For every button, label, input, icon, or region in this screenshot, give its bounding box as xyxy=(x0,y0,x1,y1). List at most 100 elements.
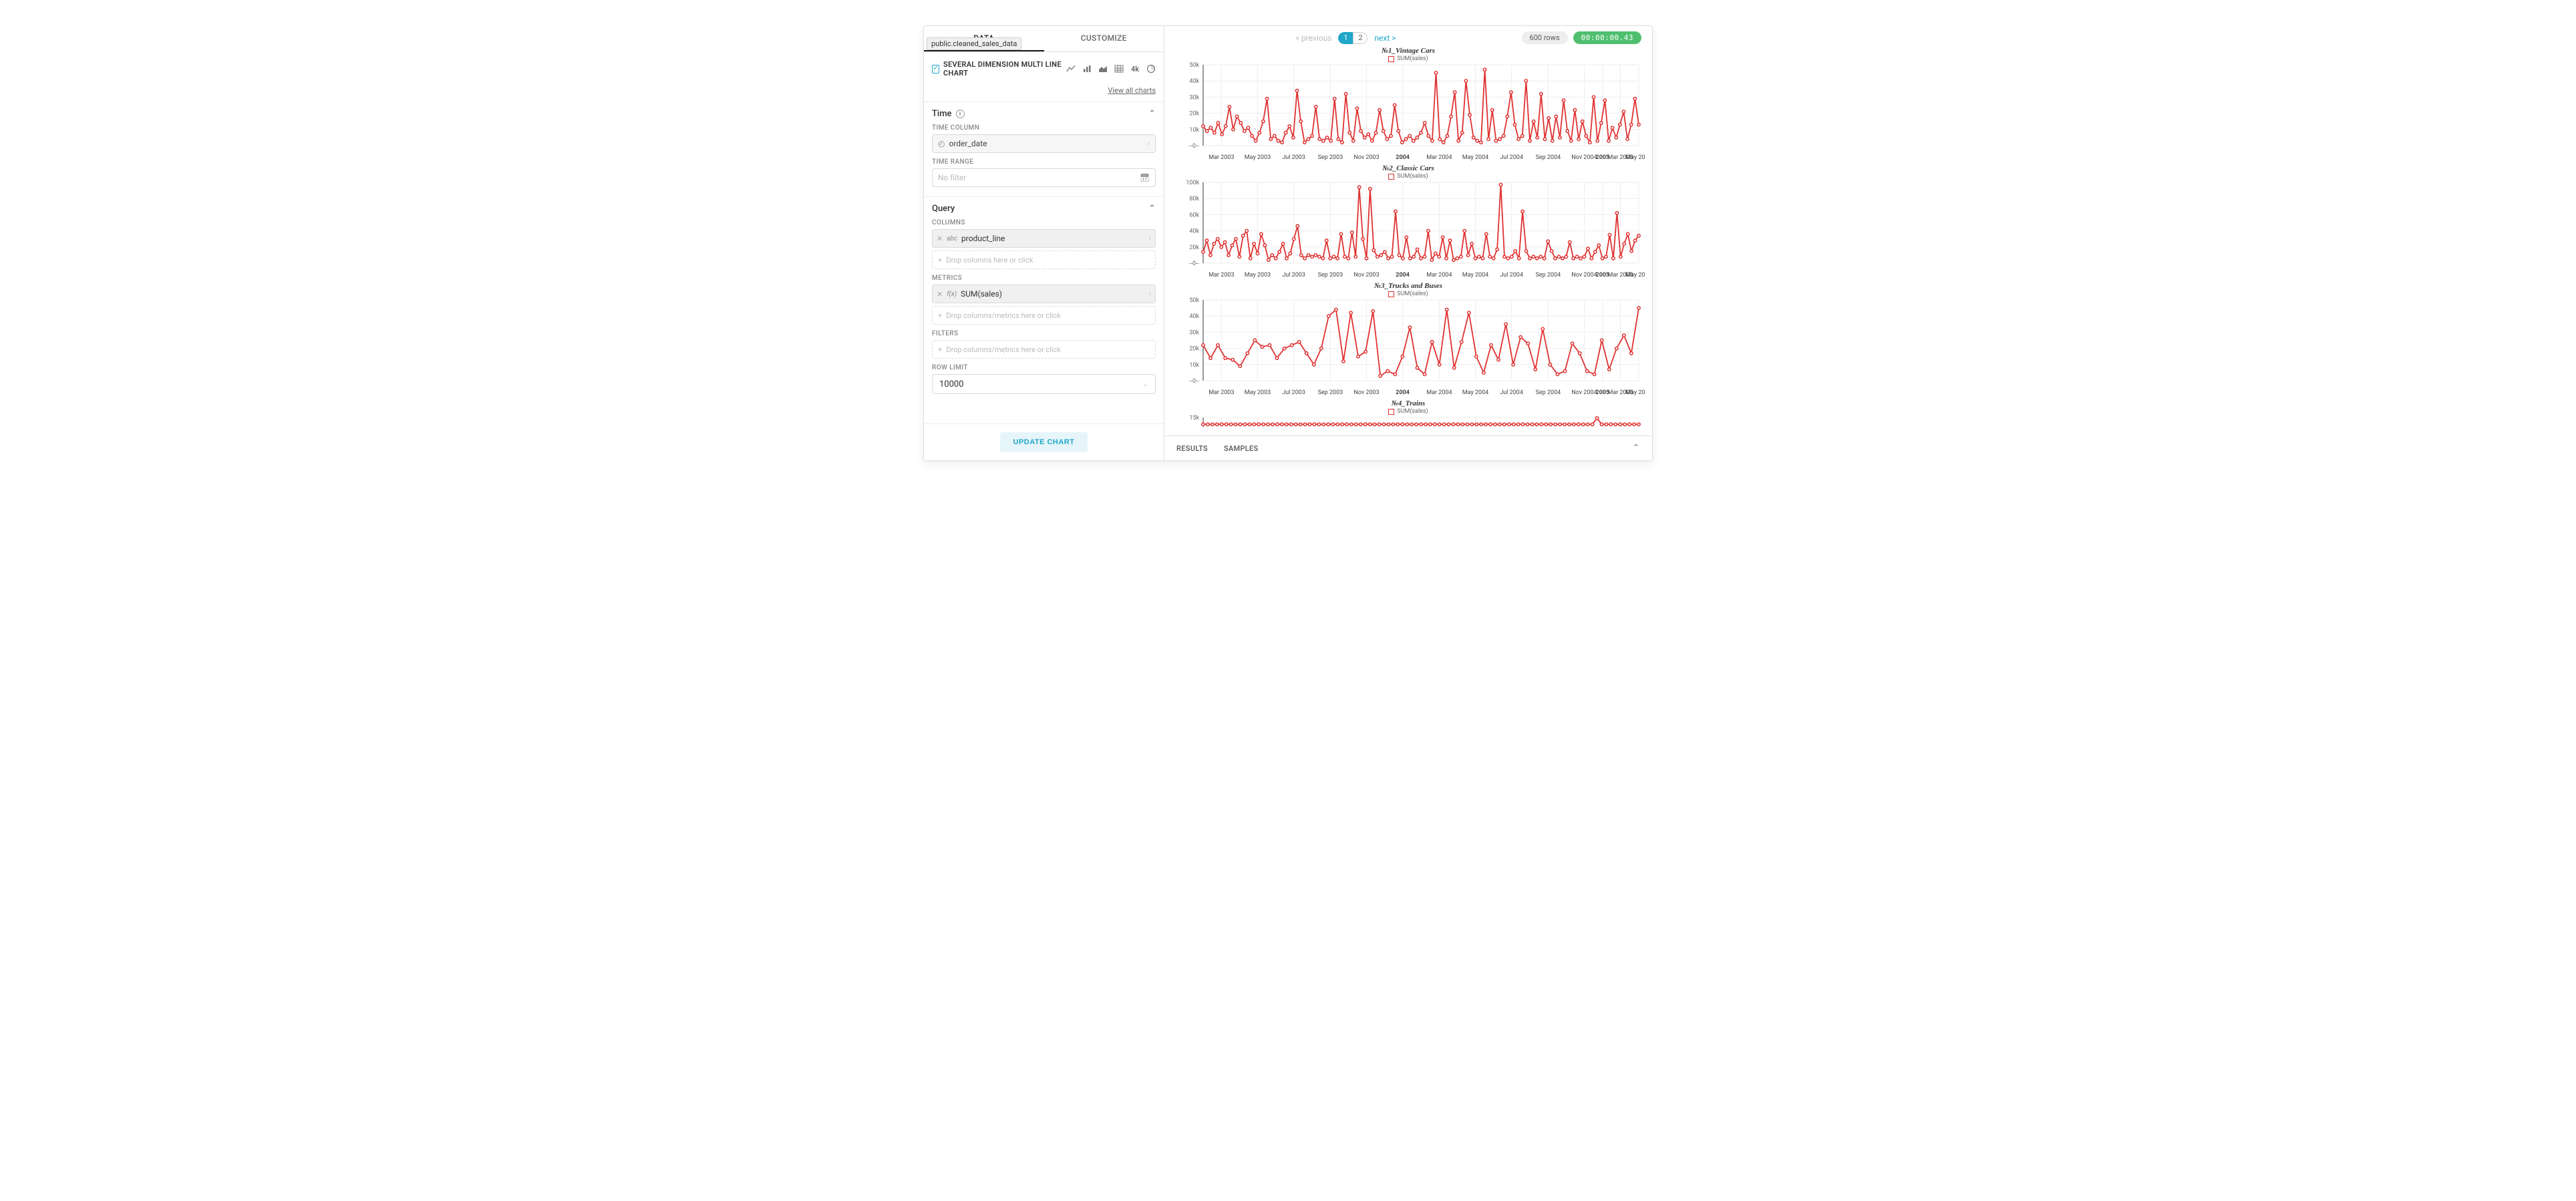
svg-text:60k: 60k xyxy=(1189,212,1199,218)
svg-text:40k: 40k xyxy=(1189,228,1199,235)
svg-text:Mar 2003: Mar 2003 xyxy=(1209,389,1234,396)
metrics-drop-text: Drop columns/metrics here or click xyxy=(946,311,1061,320)
columns-dropzone[interactable]: + Drop columns here or click xyxy=(932,250,1156,269)
svg-text:Mar 2004: Mar 2004 xyxy=(1426,272,1452,279)
svg-text:Nov 2003: Nov 2003 xyxy=(1353,154,1379,161)
svg-text:May 2005: May 2005 xyxy=(1625,272,1645,279)
svg-text:Nov 2003: Nov 2003 xyxy=(1353,272,1379,279)
row-limit-select[interactable]: 10000 ⌄ xyxy=(932,374,1156,394)
svg-text:10k: 10k xyxy=(1189,362,1199,369)
remove-icon[interactable]: ✕ xyxy=(937,234,943,243)
filters-dropzone[interactable]: + Drop columns/metrics here or click xyxy=(932,340,1156,359)
line-chart-svg: 50k40k30k20k10k--0--Mar 2003May 2003Jul … xyxy=(1171,297,1645,399)
legend-label: SUM(sales) xyxy=(1397,55,1428,62)
columns-drop-text: Drop columns here or click xyxy=(946,256,1033,265)
legend-marker-icon xyxy=(1388,291,1394,297)
filters-label: FILTERS xyxy=(932,330,1156,337)
svg-text:10k: 10k xyxy=(1189,127,1199,134)
column-pill[interactable]: ✕ abc product_line › xyxy=(932,229,1156,248)
chart-panel-title: №4_Trains xyxy=(1171,399,1645,407)
section-time-title: Time xyxy=(932,109,952,119)
column-value: product_line xyxy=(961,234,1005,243)
svg-text:50k: 50k xyxy=(1189,297,1199,304)
svg-text:Mar 2003: Mar 2003 xyxy=(1209,154,1234,161)
row-count-badge: 600 rows xyxy=(1522,31,1568,44)
samples-tab[interactable]: SAMPLES xyxy=(1224,444,1259,453)
chart-panel: №2_Classic CarsSUM(sales)100k80k60k40k20… xyxy=(1171,164,1645,282)
big-number-icon[interactable]: 4k xyxy=(1130,64,1140,73)
chevron-up-icon[interactable]: ⌃ xyxy=(1148,204,1156,214)
update-chart-button[interactable]: UPDATE CHART xyxy=(1000,432,1088,452)
info-icon[interactable]: i xyxy=(956,110,965,118)
plus-icon: + xyxy=(938,345,942,354)
svg-text:May 2005: May 2005 xyxy=(1625,389,1645,396)
remove-icon[interactable]: ✕ xyxy=(937,290,943,299)
chart-panel-title: №1_Vintage Cars xyxy=(1171,47,1645,55)
row-limit-label: ROW LIMIT xyxy=(932,364,1156,371)
svg-text:40k: 40k xyxy=(1189,78,1199,85)
area-chart-icon[interactable] xyxy=(1098,64,1108,73)
clock-icon: ◴ xyxy=(938,139,945,148)
legend-label: SUM(sales) xyxy=(1397,408,1428,415)
pager-next[interactable]: next > xyxy=(1374,33,1396,43)
svg-text:2004: 2004 xyxy=(1396,154,1410,161)
svg-text:Mar 2004: Mar 2004 xyxy=(1426,154,1452,161)
svg-text:40k: 40k xyxy=(1189,313,1199,320)
chart-panel: №4_TrainsSUM(sales) 15k xyxy=(1171,399,1645,436)
line-chart-icon[interactable] xyxy=(1066,64,1076,73)
view-all-charts-link[interactable]: View all charts xyxy=(1108,86,1156,95)
svg-text:Mar 2004: Mar 2004 xyxy=(1426,389,1452,396)
table-icon[interactable] xyxy=(1114,64,1124,73)
plus-icon: + xyxy=(938,311,942,320)
pager-page-2[interactable]: 2 xyxy=(1353,32,1367,44)
svg-text:30k: 30k xyxy=(1189,94,1199,101)
svg-text:Jul 2004: Jul 2004 xyxy=(1500,154,1523,161)
chevron-right-icon: › xyxy=(1148,140,1150,148)
pager-page-1[interactable]: 1 xyxy=(1338,32,1353,44)
metrics-dropzone[interactable]: + Drop columns/metrics here or click xyxy=(932,306,1156,325)
svg-text:100k: 100k xyxy=(1186,180,1199,186)
chevron-up-icon[interactable]: ⌃ xyxy=(1148,109,1156,119)
svg-text:Mar 2003: Mar 2003 xyxy=(1209,272,1234,279)
chart-legend: SUM(sales) xyxy=(1171,408,1645,415)
svg-text:--0--: --0-- xyxy=(1189,143,1200,150)
time-column-value: order_date xyxy=(949,139,987,148)
tab-customize[interactable]: CUSTOMIZE xyxy=(1044,26,1164,51)
pager-previous[interactable]: < previous xyxy=(1295,33,1331,43)
chart-panel: №1_Vintage CarsSUM(sales)50k40k30k20k10k… xyxy=(1171,47,1645,164)
svg-text:--0--: --0-- xyxy=(1189,378,1200,385)
svg-text:Sep 2004: Sep 2004 xyxy=(1536,154,1561,161)
svg-text:Jul 2003: Jul 2003 xyxy=(1282,389,1305,396)
svg-text:15k: 15k xyxy=(1189,415,1199,421)
time-column-field[interactable]: ◴ order_date › xyxy=(932,134,1156,153)
chevron-right-icon: › xyxy=(1149,235,1151,242)
metric-pill[interactable]: ✕ f(x) SUM(sales) › xyxy=(932,285,1156,303)
expand-icon[interactable]: ⌃ xyxy=(1632,443,1640,454)
svg-text:Jul 2004: Jul 2004 xyxy=(1500,272,1523,279)
pie-chart-icon[interactable] xyxy=(1146,64,1156,73)
chart-legend: SUM(sales) xyxy=(1171,173,1645,180)
legend-label: SUM(sales) xyxy=(1397,173,1428,180)
chevron-down-icon: ⌄ xyxy=(1143,381,1148,388)
svg-text:May 2004: May 2004 xyxy=(1462,272,1488,279)
dataset-tooltip: public.cleaned_sales_data xyxy=(927,37,1021,50)
time-range-field[interactable]: No filter 📅︎ xyxy=(932,168,1156,187)
svg-text:2004: 2004 xyxy=(1396,272,1410,279)
svg-text:--0--: --0-- xyxy=(1189,261,1200,267)
metric-type-tag: f(x) xyxy=(947,291,957,298)
svg-text:Sep 2003: Sep 2003 xyxy=(1318,154,1343,161)
results-tab[interactable]: RESULTS xyxy=(1176,444,1208,453)
bar-chart-icon[interactable] xyxy=(1082,64,1092,73)
chart-legend: SUM(sales) xyxy=(1171,291,1645,297)
chart-legend: SUM(sales) xyxy=(1171,55,1645,62)
svg-text:20k: 20k xyxy=(1189,111,1199,118)
svg-text:Jul 2003: Jul 2003 xyxy=(1282,272,1305,279)
svg-text:May 2003: May 2003 xyxy=(1245,389,1271,396)
line-chart-svg: 100k80k60k40k20k--0--Mar 2003May 2003Jul… xyxy=(1171,180,1645,282)
svg-text:Jul 2004: Jul 2004 xyxy=(1500,389,1523,396)
svg-text:Jul 2003: Jul 2003 xyxy=(1282,154,1305,161)
time-range-value: No filter xyxy=(938,173,966,182)
filters-drop-text: Drop columns/metrics here or click xyxy=(946,345,1061,354)
svg-text:Nov 2004: Nov 2004 xyxy=(1571,154,1597,161)
line-chart-svg: 15k xyxy=(1171,415,1645,436)
